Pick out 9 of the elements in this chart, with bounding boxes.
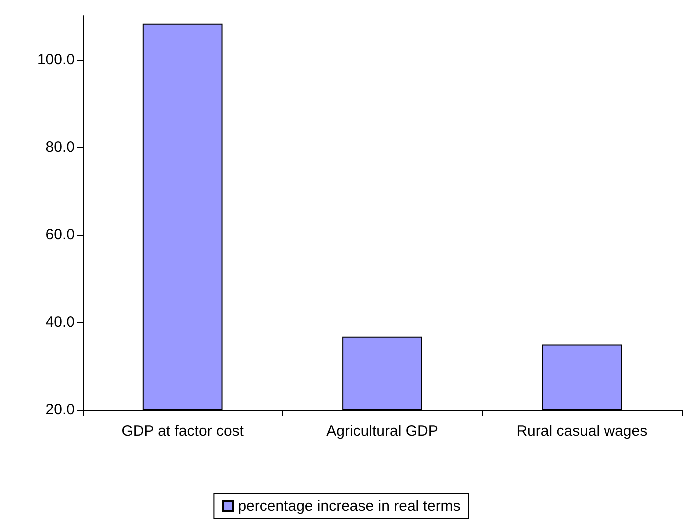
y-tick-label: 40.0 bbox=[46, 314, 75, 331]
y-tick-label: 80.0 bbox=[46, 138, 75, 156]
x-tick-label: Agricultural GDP bbox=[326, 423, 438, 440]
x-tick-label: Rural casual wages bbox=[516, 423, 648, 440]
legend-label: percentage increase in real terms bbox=[238, 498, 461, 515]
y-tick-label: 20.0 bbox=[46, 402, 75, 418]
x-tick-label: GDP at factor cost bbox=[122, 423, 245, 440]
y-tick-label: 100.0 bbox=[37, 51, 75, 68]
y-tick-label: 60.0 bbox=[46, 226, 75, 244]
